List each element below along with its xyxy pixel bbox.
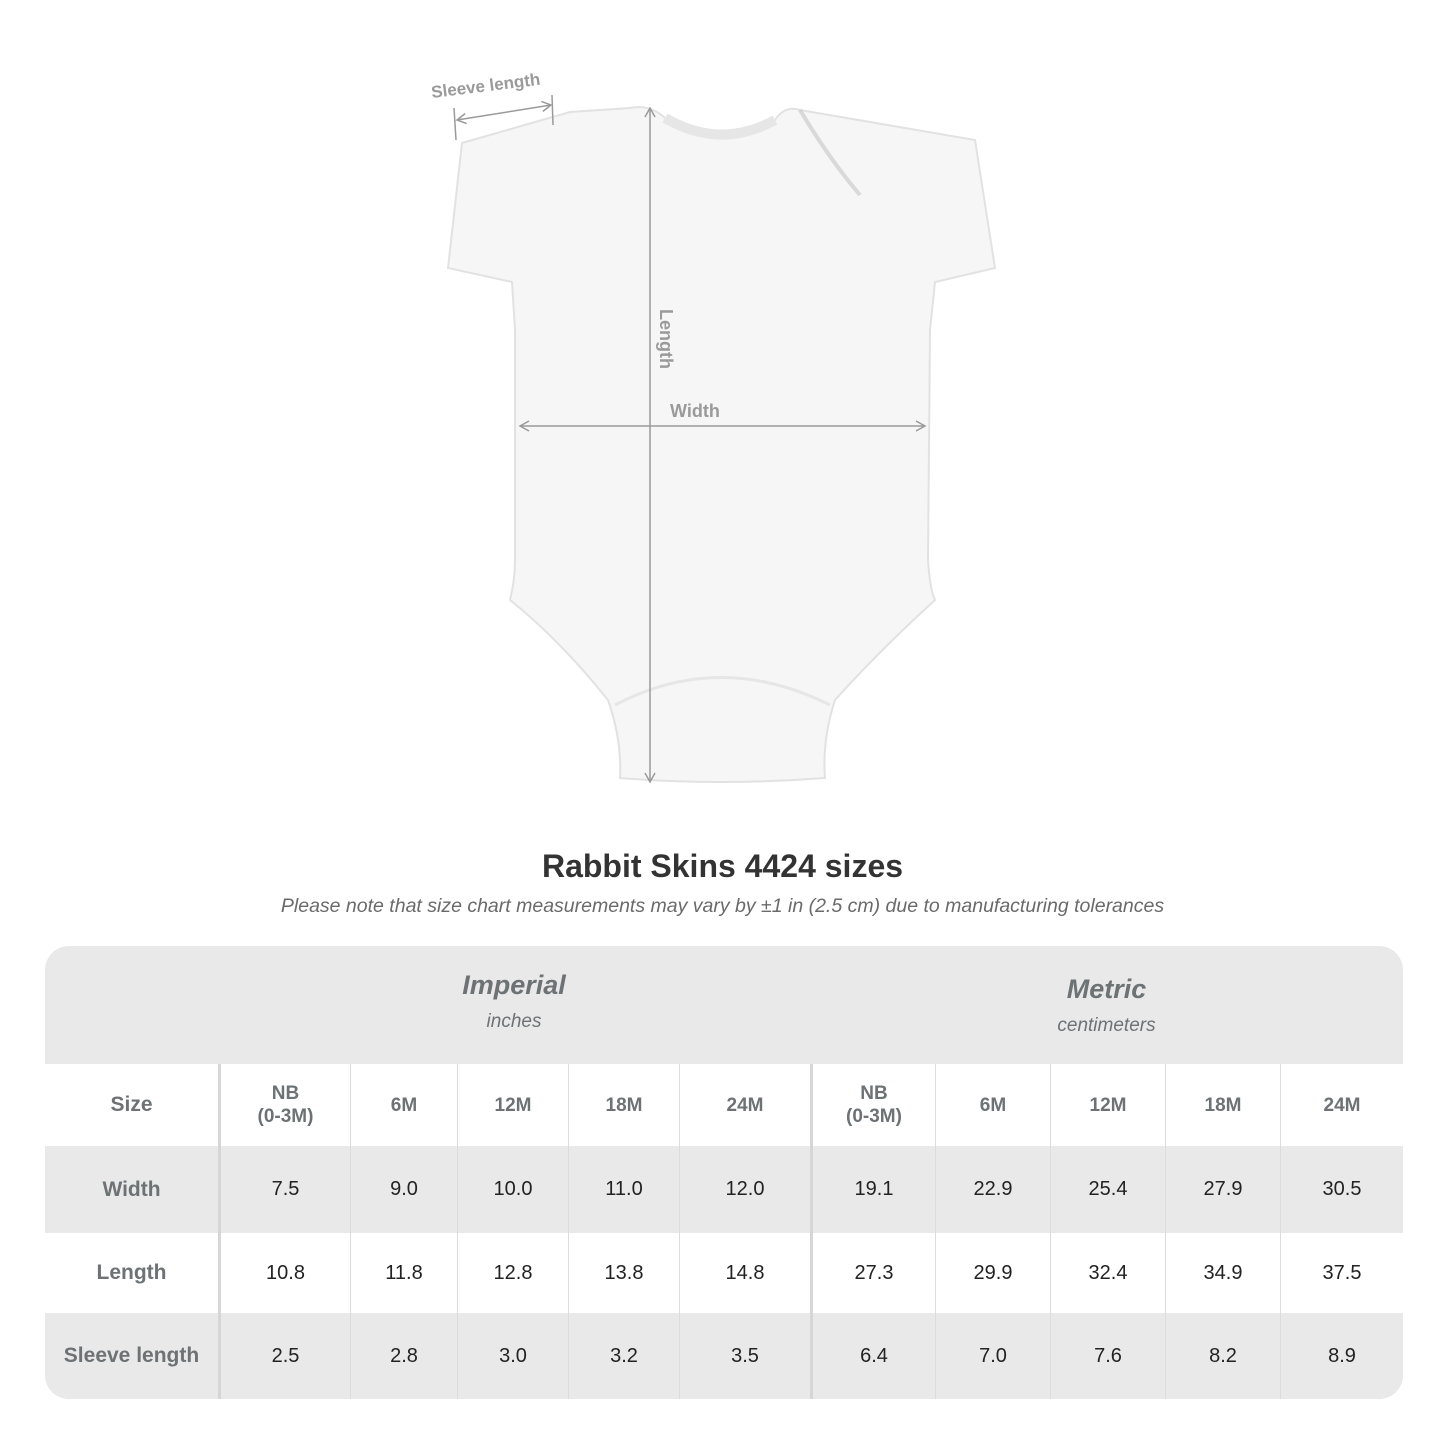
table-cell: 7.6 — [1050, 1313, 1165, 1399]
table-cell: 8.2 — [1165, 1313, 1280, 1399]
table-header-row: Size NB (0-3M) 6M 12M 18M 24M NB (0-3M) 6M 12M 18… — [45, 1064, 1403, 1146]
table-cell: 29.9 — [935, 1233, 1050, 1313]
metric-label: Metric — [1066, 974, 1147, 1004]
tolerance-note: Please note that size chart measurements… — [280, 895, 1165, 917]
table-cell: 13.8 — [568, 1233, 679, 1313]
width-label: Width — [670, 401, 720, 421]
metric-unit: centimeters — [1057, 1015, 1156, 1036]
column-header: 24M — [1280, 1064, 1403, 1146]
table-row: Sleeve length 2.5 2.8 3.0 3.2 3.5 6.4 7.0 7.6 8.2… — [45, 1313, 1403, 1399]
imperial-label: Imperial — [462, 970, 566, 1000]
column-header: 18M — [1165, 1064, 1280, 1146]
table-row: Length 10.8 11.8 12.8 13.8 14.8 27.3 29.9 32.4 34… — [45, 1233, 1403, 1313]
column-header: 18M — [568, 1064, 679, 1146]
sleeve-length-label: Sleeve length — [430, 70, 541, 102]
table-row: Width 7.5 9.0 10.0 11.0 12.0 19.1 22.9 25.4 27.9 3… — [45, 1146, 1403, 1233]
table-cell: 11.0 — [568, 1146, 679, 1233]
table-cell: 3.0 — [457, 1313, 568, 1399]
table-cell: 10.8 — [218, 1233, 350, 1313]
table-cell: 10.0 — [457, 1146, 568, 1233]
table-cell: 19.1 — [810, 1146, 935, 1233]
table-cell: 14.8 — [679, 1233, 810, 1313]
column-header: 6M — [935, 1064, 1050, 1146]
row-label: Length — [96, 1261, 167, 1284]
row-label: Sleeve length — [63, 1344, 200, 1367]
table-cell: 25.4 — [1050, 1146, 1165, 1233]
table-cell: 34.9 — [1165, 1233, 1280, 1313]
size-table: Imperial inches Metric centimeters Size N… — [45, 946, 1403, 1399]
table-cell: 7.0 — [935, 1313, 1050, 1399]
table-cell: 3.2 — [568, 1313, 679, 1399]
column-header: 12M — [457, 1064, 568, 1146]
table-cell: 27.3 — [810, 1233, 935, 1313]
table-cell: 11.8 — [350, 1233, 457, 1313]
table-cell: 6.4 — [810, 1313, 935, 1399]
table-cell: 37.5 — [1280, 1233, 1403, 1313]
metric-header: Metric centimeters — [810, 974, 1403, 1092]
table-cell: 9.0 — [350, 1146, 457, 1233]
column-header: 6M — [350, 1064, 457, 1146]
table-cell: 27.9 — [1165, 1146, 1280, 1233]
table-cell: 32.4 — [1050, 1233, 1165, 1313]
imperial-unit: inches — [486, 1011, 542, 1032]
table-cell: 30.5 — [1280, 1146, 1403, 1233]
column-header: NB (0-3M) — [218, 1064, 350, 1146]
imperial-header: Imperial inches — [218, 970, 810, 1088]
table-cell: 8.9 — [1280, 1313, 1403, 1399]
onesie-measurement-diagram: Sleeve length Length Width — [430, 70, 997, 784]
table-cell: 22.9 — [935, 1146, 1050, 1233]
table-cell: 2.5 — [218, 1313, 350, 1399]
onesie-image — [446, 106, 997, 783]
table-cell: 7.5 — [218, 1146, 350, 1233]
column-header: NB (0-3M) — [810, 1064, 935, 1146]
column-header: Size — [110, 1093, 153, 1116]
table-cell: 12.8 — [457, 1233, 568, 1313]
column-header: 12M — [1050, 1064, 1165, 1146]
length-label: Length — [656, 309, 676, 369]
row-label: Width — [102, 1177, 161, 1201]
column-header: 24M — [679, 1064, 810, 1146]
page-title: Rabbit Skins 4424 sizes — [541, 848, 904, 884]
table-cell: 2.8 — [350, 1313, 457, 1399]
table-cell: 12.0 — [679, 1146, 810, 1233]
sleeve-length-arrow — [455, 100, 553, 125]
table-cell: 3.5 — [679, 1313, 810, 1399]
